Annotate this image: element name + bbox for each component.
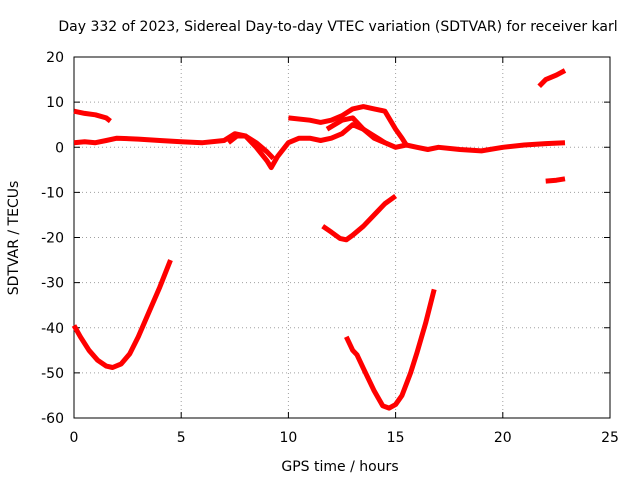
y-tick-label: -30 xyxy=(41,276,64,292)
series-arc-7-9 xyxy=(226,133,276,161)
x-axis-label: GPS time / hours xyxy=(281,459,398,475)
series-arc-start-high xyxy=(73,108,112,124)
y-tick-label: -60 xyxy=(41,411,64,427)
x-tick-label: 5 xyxy=(177,430,186,446)
series-arc-v-mid xyxy=(321,193,398,243)
series-arc-end-high xyxy=(537,68,567,89)
data-series xyxy=(71,68,567,411)
x-tick-label: 0 xyxy=(70,430,79,446)
y-tick-label: 0 xyxy=(55,140,64,156)
y-tick-label: -10 xyxy=(41,185,64,201)
series-arc-bowl-1 xyxy=(71,259,173,370)
series-arc-12-14 xyxy=(325,115,387,145)
y-tick-label: 10 xyxy=(46,95,64,111)
series-arc-bowl-2 xyxy=(344,288,437,411)
x-tick-label: 20 xyxy=(494,430,512,446)
y-axis-label: SDTVAR / TECUs xyxy=(6,181,22,296)
axis-ticks: 0 5 10 15 20 25 -60 -50 -40 -30 -20 -10 0 10 20 xyxy=(41,50,619,446)
x-tick-label: 15 xyxy=(387,430,405,446)
x-tick-label: 10 xyxy=(279,430,297,446)
y-tick-label: -20 xyxy=(41,231,64,247)
y-tick-label: 20 xyxy=(46,50,64,66)
series-arc-10-15 xyxy=(288,104,409,147)
series-arc-end-low xyxy=(545,176,566,184)
chart-title: Day 332 of 2023, Sidereal Day-to-day VTE… xyxy=(58,19,617,35)
x-tick-label: 25 xyxy=(601,430,619,446)
series-arc-main xyxy=(73,122,566,171)
y-tick-label: -50 xyxy=(41,366,64,382)
y-tick-label: -40 xyxy=(41,321,64,337)
